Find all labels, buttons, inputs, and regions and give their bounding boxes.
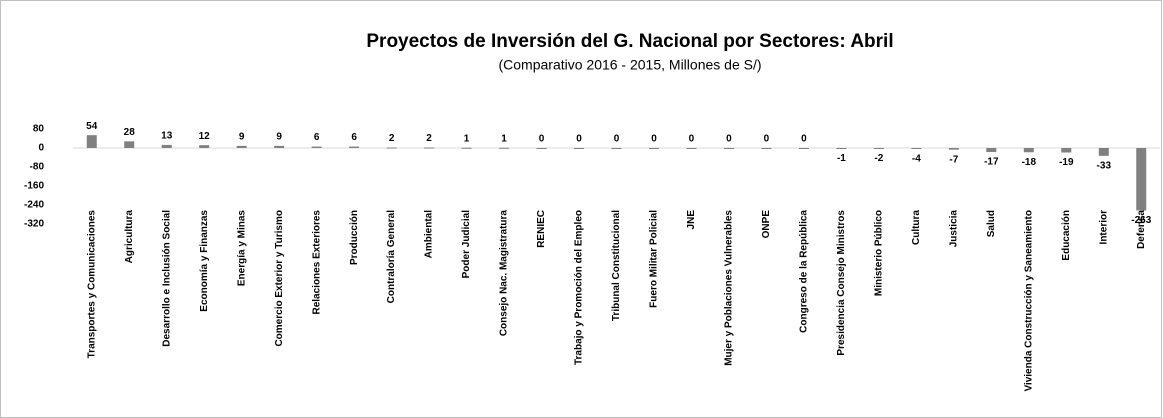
x-tick-label: Ministerio Público <box>874 210 885 296</box>
x-tick-label: Contraloría General <box>386 210 397 304</box>
bar <box>723 148 734 149</box>
chart-title: Proyectos de Inversión del G. Nacional p… <box>366 31 893 52</box>
data-label: -18 <box>1022 157 1037 168</box>
bar <box>161 144 172 148</box>
x-tick-label: Poder Judicial <box>461 210 472 279</box>
data-label: 13 <box>161 131 173 142</box>
x-tick-label: Vivienda Construcción y Saneamiento <box>1023 210 1034 392</box>
x-tick-label: Defensa <box>1136 210 1147 249</box>
x-tick-label: Trabajo y Promoción del Empleo <box>574 210 585 365</box>
x-tick-label: Energía y Minas <box>236 210 247 287</box>
data-label: 9 <box>276 132 282 143</box>
x-tick-label: Tribunal Constitucional <box>611 210 622 321</box>
bar <box>461 147 472 149</box>
x-tick-label: Ambiental <box>424 210 435 259</box>
x-tick-label: Presidencia Consejo Ministros <box>836 210 847 356</box>
x-tick-label: Agricultura <box>124 210 135 264</box>
data-label: 12 <box>199 131 211 142</box>
data-label: 1 <box>464 133 470 144</box>
data-label: 2 <box>389 133 395 144</box>
x-tick-label: Consejo Nac. Magistratura <box>499 210 510 337</box>
data-label: 0 <box>651 134 657 145</box>
x-tick-label: Comercio Exterior y Turismo <box>274 210 285 347</box>
bar <box>311 146 322 148</box>
data-label: 0 <box>726 134 732 145</box>
data-label: 2 <box>426 133 432 144</box>
bar <box>199 145 210 148</box>
data-label: 6 <box>314 132 320 143</box>
bar <box>911 148 922 149</box>
bar <box>648 148 659 149</box>
data-label: 54 <box>86 121 98 132</box>
bar <box>424 147 435 149</box>
x-tick-label: Justicia <box>948 210 959 248</box>
bar <box>86 135 97 148</box>
y-tick-label: -80 <box>30 162 45 173</box>
x-tick-label: Desarrollo e Inclusión Social <box>161 210 172 347</box>
data-label: -19 <box>1059 157 1074 168</box>
data-label: -2 <box>874 153 883 164</box>
bar <box>274 145 285 148</box>
x-tick-label: Relaciones Exteriores <box>311 210 322 315</box>
x-tick-label: Cultura <box>911 210 922 245</box>
bar <box>499 147 510 149</box>
data-label: 28 <box>124 127 136 138</box>
x-tick-label: Mujer y Poblaciones Vulnerables <box>724 210 735 366</box>
bar <box>1023 148 1034 153</box>
bar <box>236 145 247 148</box>
bar <box>836 148 847 149</box>
data-label: 0 <box>689 134 695 145</box>
x-tick-label: Salud <box>986 210 997 237</box>
y-tick-label: -240 <box>24 200 44 211</box>
bar <box>798 148 809 149</box>
bar <box>1098 148 1109 156</box>
y-tick-label: 80 <box>33 124 45 135</box>
bar <box>386 147 397 149</box>
y-tick-label: -320 <box>24 219 44 230</box>
data-label: -7 <box>949 154 958 165</box>
bar <box>349 146 360 148</box>
data-label: 0 <box>801 134 807 145</box>
data-label: 0 <box>576 134 582 145</box>
x-tick-label: Economía y Finanzas <box>199 210 210 312</box>
data-label: 0 <box>539 134 545 145</box>
x-tick-label: Producción <box>349 210 360 265</box>
y-tick-label: -160 <box>24 181 44 192</box>
x-tick-label: Transportes y Comunicaciones <box>86 210 97 359</box>
x-tick-label: Congreso de la República <box>799 210 810 333</box>
bar <box>761 148 772 149</box>
y-tick-label: 0 <box>38 143 44 154</box>
data-label: 0 <box>764 134 770 145</box>
data-label: 0 <box>614 134 620 145</box>
x-tick-label: Educación <box>1061 210 1072 261</box>
bar <box>574 148 585 149</box>
x-tick-label: JNE <box>686 210 697 230</box>
bar <box>536 148 547 149</box>
x-tick-label: RENIEC <box>536 210 547 248</box>
data-label: 6 <box>351 132 357 143</box>
bar <box>686 148 697 149</box>
bar <box>124 141 135 148</box>
bar <box>1136 148 1147 211</box>
x-tick-label: ONPE <box>761 210 772 239</box>
data-label: -33 <box>1097 160 1112 171</box>
data-label: -4 <box>912 154 921 165</box>
bar <box>1061 148 1072 153</box>
bar <box>611 148 622 149</box>
data-label: -17 <box>984 157 999 168</box>
data-label: -1 <box>837 153 846 164</box>
chart-subtitle: (Comparativo 2016 - 2015, Millones de S/… <box>498 57 761 73</box>
bar <box>986 148 997 153</box>
bar <box>948 148 959 150</box>
x-tick-label: Fuero Militar Policial <box>649 210 660 308</box>
x-tick-label: Interior <box>1098 210 1109 245</box>
data-label: 1 <box>501 133 507 144</box>
bar <box>873 148 884 149</box>
data-label: -263 <box>1131 215 1151 226</box>
data-label: 9 <box>239 132 245 143</box>
